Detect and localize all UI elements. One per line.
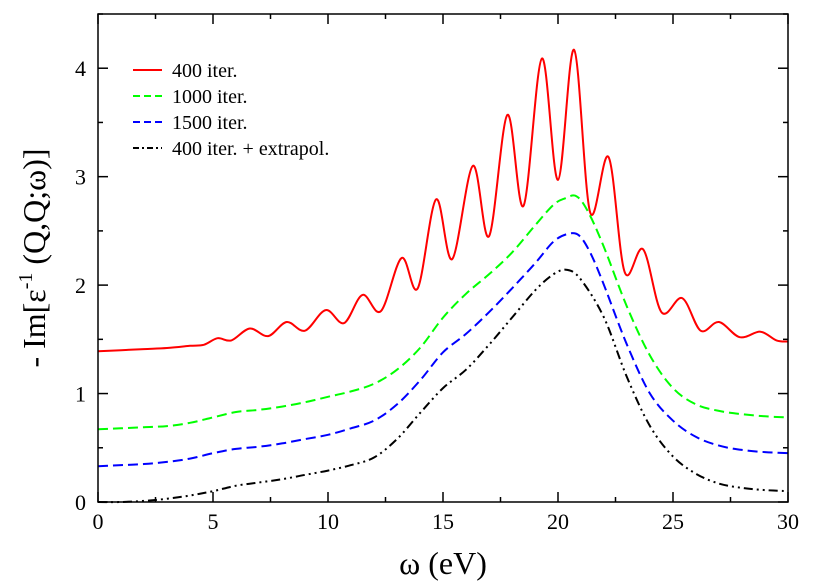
ticks-layer: 0 5 10 15 20 25 30 0 1 2 3 4: [75, 13, 799, 534]
legend-label-2: 1000 iter.: [172, 86, 248, 108]
x-tick-label: 20: [547, 509, 569, 534]
x-tick-label: 30: [777, 509, 799, 534]
legend-label-3: 1500 iter.: [172, 112, 248, 134]
y-axis-title: - Im[ε-1 (Q,Q;ω)]: [15, 148, 52, 367]
series-line-1: [97, 48, 789, 353]
y-tick-label: 2: [75, 273, 86, 298]
legend-label-4: 400 iter. + extrapol.: [172, 138, 329, 160]
y-axis-title-exponent: -1: [15, 273, 37, 290]
x-tick-label: 5: [208, 509, 219, 534]
series-line-4: [97, 268, 789, 504]
x-tick-label: 0: [93, 509, 104, 534]
x-tick-label: 10: [317, 509, 339, 534]
x-tick-label: 25: [662, 509, 684, 534]
y-tick-label: 4: [75, 56, 86, 81]
series-line-2: [97, 194, 789, 431]
y-axis-title-suffix: (Q,Q;ω)]: [16, 148, 52, 272]
legend-label-1: 400 iter.: [172, 60, 238, 82]
legend-layer: 400 iter. 1000 iter. 1500 iter. 400 iter. +…: [133, 60, 329, 160]
series-line-3: [97, 232, 789, 468]
x-tick-label: 15: [432, 509, 454, 534]
y-axis-title-prefix: - Im[ε: [16, 289, 52, 367]
y-tick-label: 0: [75, 490, 86, 515]
y-tick-label: 3: [75, 165, 86, 190]
series-layer: [97, 48, 789, 504]
y-tick-label: 1: [75, 382, 86, 407]
x-axis-title: ω (eV): [399, 545, 487, 581]
